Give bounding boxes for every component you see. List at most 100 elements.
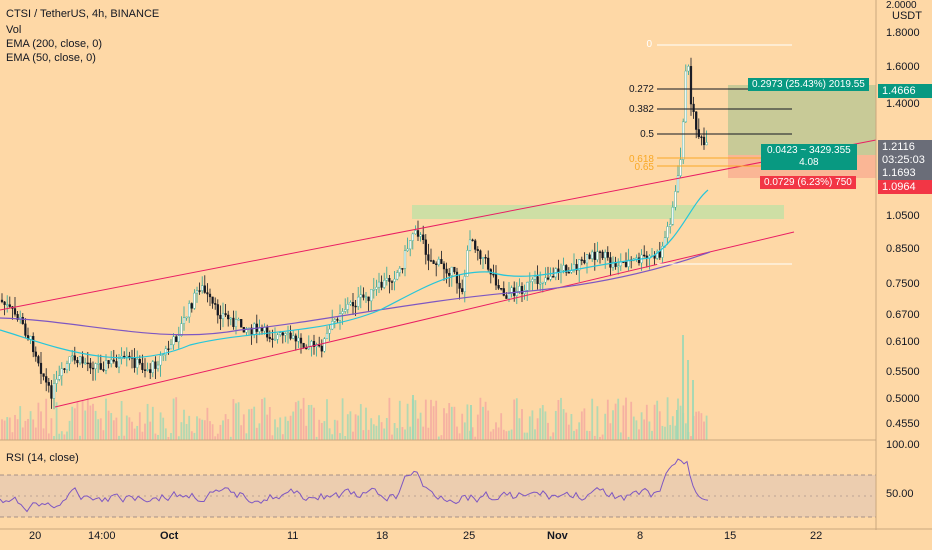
volume-bar [53, 436, 55, 440]
volume-bar [495, 422, 497, 440]
volume-bar [268, 406, 271, 440]
candle-body [552, 276, 555, 278]
volume-bar [19, 406, 22, 440]
candle-body [643, 254, 646, 257]
candle-body [188, 303, 191, 318]
volume-bar [528, 416, 531, 440]
candle-body [229, 317, 232, 320]
volume-bar [419, 412, 422, 440]
volume-bar [198, 418, 201, 440]
candle-body [198, 290, 201, 292]
candle-body [427, 254, 430, 261]
candle-body [325, 333, 329, 339]
stop-tag[interactable]: 0.0729 (6.23%) 750 [760, 176, 856, 189]
volume-bar [549, 436, 552, 440]
volume-spike [687, 360, 689, 440]
candle-body [357, 296, 360, 307]
volume-bar [128, 417, 131, 440]
volume-bar [378, 415, 380, 440]
candle-body [422, 234, 425, 241]
volume-bar [157, 434, 159, 440]
volume-bar [409, 426, 412, 440]
candle-body [346, 304, 349, 310]
candle-body [367, 296, 370, 302]
candle-body [455, 271, 459, 284]
volume-bar [341, 398, 344, 440]
volume-bar [554, 410, 557, 440]
volume-bar [518, 418, 521, 440]
candle-body [104, 360, 108, 371]
candle-body [208, 293, 212, 298]
volume-bar [45, 398, 48, 440]
candle-body [193, 292, 196, 309]
legend-vol[interactable]: Vol [6, 24, 22, 36]
candle-body [164, 348, 167, 355]
candle-body [396, 272, 399, 280]
volume-bar [271, 435, 274, 440]
candle-body [351, 302, 355, 307]
candle-body [562, 265, 565, 271]
candle-body [705, 142, 708, 146]
volume-bar [274, 419, 276, 440]
volume-bar [422, 426, 425, 440]
volume-bar [300, 408, 302, 440]
candle-body [203, 285, 206, 293]
volume-bar [489, 431, 492, 440]
volume-bar [11, 432, 14, 440]
candle-body [406, 248, 409, 251]
candle-body [146, 369, 149, 371]
candle-body [81, 356, 84, 364]
volume-bar [99, 418, 102, 440]
candle-body [185, 316, 188, 319]
risk-reward-tag[interactable]: 0.0423 ~ 3429.355 4.08 [761, 144, 857, 170]
candle-body [76, 360, 79, 364]
time-tick: 22 [810, 530, 823, 542]
candle-body [99, 363, 102, 370]
candle-body [237, 319, 240, 321]
volume-bar [349, 411, 352, 440]
candle-body [674, 191, 677, 208]
candle-body [107, 360, 110, 364]
candle-body [461, 288, 464, 292]
candle-body [271, 338, 274, 340]
legend-ema50[interactable]: EMA (50, close, 0) [6, 52, 96, 64]
target-tag[interactable]: 0.2973 (25.43%) 2019.55 [748, 78, 869, 91]
volume-bar [427, 427, 430, 440]
rsi-legend[interactable]: RSI (14, close) [6, 452, 79, 464]
volume-bar [398, 400, 401, 440]
volume-bar [107, 410, 110, 440]
volume-bar [669, 424, 672, 440]
candle-body [250, 327, 253, 335]
price-scale[interactable]: 2.0000 USDT 1.8000 1.6000 1.4000 1.0500 … [876, 0, 932, 530]
candle-body [68, 356, 71, 364]
candle-body [37, 356, 40, 364]
candle-body [55, 379, 58, 384]
volume-bar [593, 435, 596, 440]
candle-body [596, 251, 599, 260]
volume-bar [255, 427, 258, 440]
volume-bar [110, 413, 113, 440]
candle-body [94, 363, 97, 370]
green-zone [412, 205, 784, 219]
candle-body [518, 286, 521, 292]
candle-body [588, 254, 591, 259]
volume-bar [224, 414, 227, 440]
unit-top: 2.0000 [886, 0, 917, 11]
volume-bar [219, 424, 222, 440]
legend-ema200[interactable]: EMA (200, close, 0) [6, 38, 102, 50]
candle-body [437, 259, 440, 265]
candle-body [21, 316, 24, 325]
volume-bar [656, 400, 659, 440]
volume-bar [229, 436, 232, 440]
candle-body [39, 362, 43, 374]
volume-bar [658, 411, 661, 440]
volume-bar [417, 418, 419, 440]
candle-body [479, 250, 482, 259]
volume-bar [310, 404, 313, 440]
candle-body [440, 259, 443, 264]
volume-bar [526, 432, 529, 440]
volume-bar [461, 413, 464, 440]
candle-body [333, 319, 336, 322]
volume-bar [510, 429, 513, 440]
